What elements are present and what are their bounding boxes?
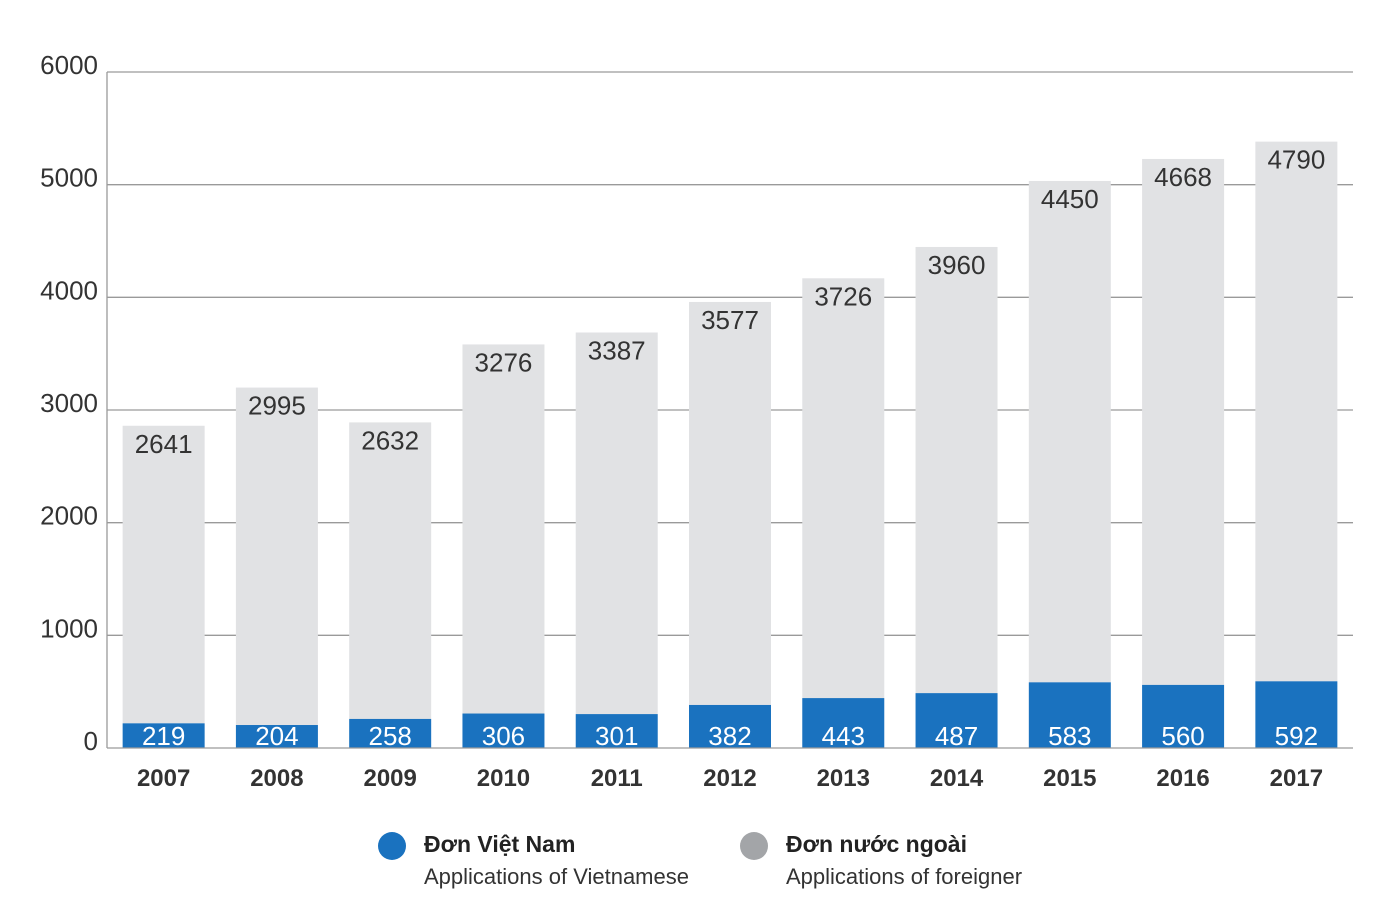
bar-vietnamese-2007 <box>122 723 205 748</box>
data-label-vietnamese: 592 <box>1275 721 1318 751</box>
x-tick-label: 2015 <box>1043 765 1096 792</box>
y-tick-label: 6000 <box>40 50 98 80</box>
bar-vietnamese-2014 <box>915 693 998 748</box>
x-tick-label: 2013 <box>817 765 870 792</box>
bar-foreigner-2014 <box>915 246 998 694</box>
bar-vietnamese-2015 <box>1028 682 1111 748</box>
y-tick-label: 3000 <box>40 388 98 418</box>
legend-item-foreigner: Đơn nước ngoài Applications of foreigner <box>740 828 1022 894</box>
data-label-foreigner: 3276 <box>475 347 533 377</box>
bar-foreigner-2008 <box>235 387 318 726</box>
bar-foreigner-2013 <box>802 278 885 699</box>
data-label-foreigner: 2632 <box>361 425 419 455</box>
bars: 2641 219 2995 204 2632 258 3276 306 3387 301 3577 3… <box>122 141 1338 751</box>
data-label-vietnamese: 443 <box>822 721 865 751</box>
bar-foreigner-2015 <box>1028 180 1111 683</box>
data-label-vietnamese: 204 <box>255 721 298 751</box>
legend-swatch-vietnamese <box>378 832 406 860</box>
x-tick-label: 2008 <box>250 765 303 792</box>
y-tick-label: 0 <box>84 726 98 756</box>
x-tick-label: 2009 <box>363 765 416 792</box>
bar-foreigner-2017 <box>1255 141 1338 682</box>
legend-sublabel-foreigner: Applications of foreigner <box>786 864 1023 889</box>
bar-vietnamese-2009 <box>349 718 432 748</box>
data-label-vietnamese: 487 <box>935 721 978 751</box>
x-tick-label: 2017 <box>1270 765 1323 792</box>
bar-vietnamese-2010 <box>462 713 545 748</box>
data-label-vietnamese: 258 <box>368 721 411 751</box>
bar-foreigner-2009 <box>349 422 432 719</box>
y-axis: 0 1000 2000 3000 4000 5000 6000 <box>40 50 108 756</box>
x-tick-label: 2011 <box>591 765 643 792</box>
legend-sublabel-vietnamese: Applications of Vietnamese <box>424 864 689 889</box>
x-tick-label: 2014 <box>930 765 984 792</box>
legend-label-vietnamese: Đơn Việt Nam <box>424 831 576 857</box>
bar-vietnamese-2008 <box>235 725 318 748</box>
data-label-vietnamese: 306 <box>482 721 525 751</box>
data-label-foreigner: 3387 <box>588 335 646 365</box>
data-label-vietnamese: 382 <box>708 721 751 751</box>
legend-item-vietnamese: Đơn Việt Nam Applications of Vietnamese <box>378 828 689 894</box>
bar-foreigner-2011 <box>575 332 658 715</box>
data-label-foreigner: 4668 <box>1154 162 1212 192</box>
bar-foreigner-2007 <box>122 425 205 724</box>
x-tick-label: 2016 <box>1156 765 1209 792</box>
bar-foreigner-2012 <box>689 301 771 705</box>
x-tick-label: 2012 <box>703 765 756 792</box>
x-axis: 2007 2008 2009 2010 2011 2012 2013 2014 2015 2016… <box>107 747 1353 792</box>
legend-swatch-foreigner <box>740 832 768 860</box>
data-label-foreigner: 4790 <box>1267 145 1325 175</box>
y-tick-label: 2000 <box>40 501 98 531</box>
data-label-foreigner: 3577 <box>701 305 759 335</box>
bar-vietnamese-2016 <box>1142 684 1225 748</box>
data-label-vietnamese: 219 <box>142 721 185 751</box>
bar-vietnamese-2011 <box>575 714 658 748</box>
legend-label-foreigner: Đơn nước ngoài <box>786 831 967 857</box>
bar-vietnamese-2017 <box>1255 681 1338 748</box>
y-tick-label: 1000 <box>40 613 98 643</box>
x-tick-label: 2010 <box>477 765 530 792</box>
bar-vietnamese-2013 <box>802 698 885 748</box>
y-tick-label: 4000 <box>40 275 98 305</box>
y-tick-label: 5000 <box>40 163 98 193</box>
data-label-foreigner: 2995 <box>248 391 306 421</box>
bar-vietnamese-2012 <box>689 704 771 748</box>
data-label-vietnamese: 560 <box>1161 721 1204 751</box>
x-tick-label: 2007 <box>137 765 190 792</box>
data-label-foreigner: 3726 <box>814 281 872 311</box>
data-label-vietnamese: 301 <box>595 721 638 751</box>
data-label-vietnamese: 583 <box>1048 721 1091 751</box>
data-label-foreigner: 4450 <box>1041 184 1099 214</box>
bar-foreigner-2010 <box>462 344 545 714</box>
bar-foreigner-2016 <box>1142 158 1225 685</box>
data-label-foreigner: 2641 <box>135 429 193 459</box>
data-label-foreigner: 3960 <box>928 250 986 280</box>
